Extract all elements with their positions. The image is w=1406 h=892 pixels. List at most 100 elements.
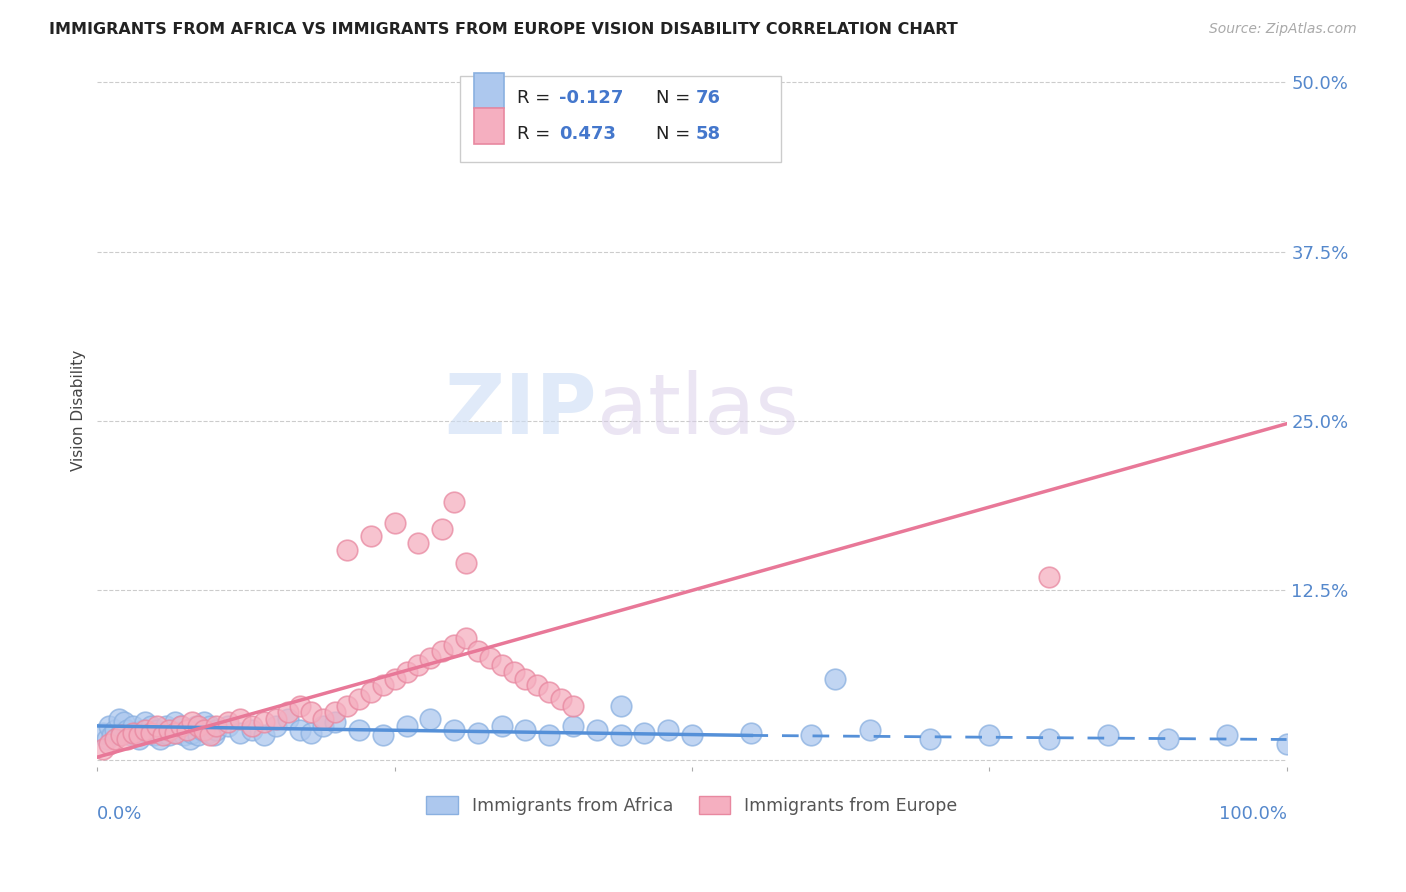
Point (139, 719, 162, 733)
Point (176, 723, 198, 737)
Point (288, 723, 311, 737)
Point (432, 523, 454, 537)
Point (176, 723, 198, 737)
Point (585, 723, 607, 737)
Text: 0.473: 0.473 (558, 125, 616, 143)
Point (200, 719, 222, 733)
Point (347, 691, 370, 706)
Point (277, 706, 299, 720)
Point (502, 665, 524, 679)
Point (134, 723, 156, 737)
Text: 76: 76 (696, 89, 720, 107)
Point (467, 644, 489, 658)
Point (138, 725, 160, 739)
Point (122, 725, 145, 739)
Point (200, 728, 222, 742)
Point (312, 719, 335, 733)
Point (169, 719, 191, 733)
Point (432, 644, 454, 658)
Legend: Immigrants from Africa, Immigrants from Europe: Immigrants from Africa, Immigrants from … (419, 789, 965, 822)
Point (91, 725, 114, 739)
Point (312, 712, 335, 726)
Point (110, 728, 132, 742)
Point (202, 728, 225, 742)
Point (157, 723, 180, 737)
Text: N =: N = (657, 125, 696, 143)
Point (240, 723, 263, 737)
Point (122, 719, 145, 733)
Point (253, 728, 276, 742)
Point (562, 719, 585, 733)
Point (163, 714, 186, 729)
Text: 58: 58 (696, 125, 721, 143)
Point (1097, 728, 1119, 742)
Point (395, 665, 418, 679)
Text: -0.127: -0.127 (558, 89, 623, 107)
Point (146, 719, 169, 733)
Point (120, 728, 142, 742)
Point (205, 723, 228, 737)
Point (96, 732, 118, 747)
Point (253, 714, 276, 729)
Point (98, 737, 121, 751)
Point (152, 725, 174, 739)
Point (193, 723, 215, 737)
Point (979, 728, 1001, 742)
Point (1275, 737, 1298, 751)
Point (323, 714, 346, 729)
Point (205, 719, 228, 733)
Point (107, 712, 129, 726)
Text: R =: R = (517, 89, 557, 107)
Point (454, 557, 477, 571)
Point (229, 712, 252, 726)
Point (824, 672, 846, 686)
Point (264, 712, 287, 726)
Point (128, 732, 150, 747)
Point (384, 672, 406, 686)
Point (562, 698, 585, 713)
Point (181, 725, 204, 739)
Point (187, 719, 209, 733)
Point (1216, 728, 1239, 742)
Text: R =: R = (517, 125, 557, 143)
Point (179, 732, 201, 747)
Text: N =: N = (657, 89, 696, 107)
Point (1038, 570, 1060, 584)
Point (443, 638, 465, 652)
Point (110, 725, 132, 739)
Point (155, 719, 177, 733)
Point (128, 728, 150, 742)
Point (100, 728, 122, 742)
Point (191, 723, 214, 737)
Point (149, 732, 172, 747)
FancyBboxPatch shape (474, 73, 505, 109)
Point (800, 728, 823, 742)
Point (184, 719, 207, 733)
Point (115, 723, 138, 737)
Point (859, 723, 882, 737)
Point (217, 719, 239, 733)
Point (633, 725, 655, 739)
Point (360, 685, 382, 699)
Point (454, 631, 477, 645)
Point (371, 728, 394, 742)
Point (918, 732, 941, 747)
Point (134, 714, 156, 729)
Point (131, 723, 153, 737)
Point (657, 723, 679, 737)
Text: 100.0%: 100.0% (1219, 805, 1286, 823)
Point (104, 723, 127, 737)
Point (104, 732, 127, 747)
Point (197, 725, 219, 739)
Point (187, 728, 209, 742)
Point (169, 719, 191, 733)
Point (152, 728, 174, 742)
Point (146, 723, 169, 737)
Text: atlas: atlas (596, 370, 799, 451)
Point (229, 725, 252, 739)
Point (299, 725, 322, 739)
Point (395, 719, 418, 733)
Point (609, 698, 631, 713)
Point (336, 698, 359, 713)
Point (515, 672, 537, 686)
